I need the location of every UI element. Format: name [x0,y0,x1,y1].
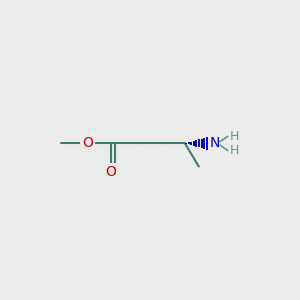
Text: O: O [82,136,93,150]
Text: N: N [210,136,220,150]
Text: H: H [230,144,239,157]
Text: H: H [230,130,239,143]
Text: O: O [106,165,116,178]
